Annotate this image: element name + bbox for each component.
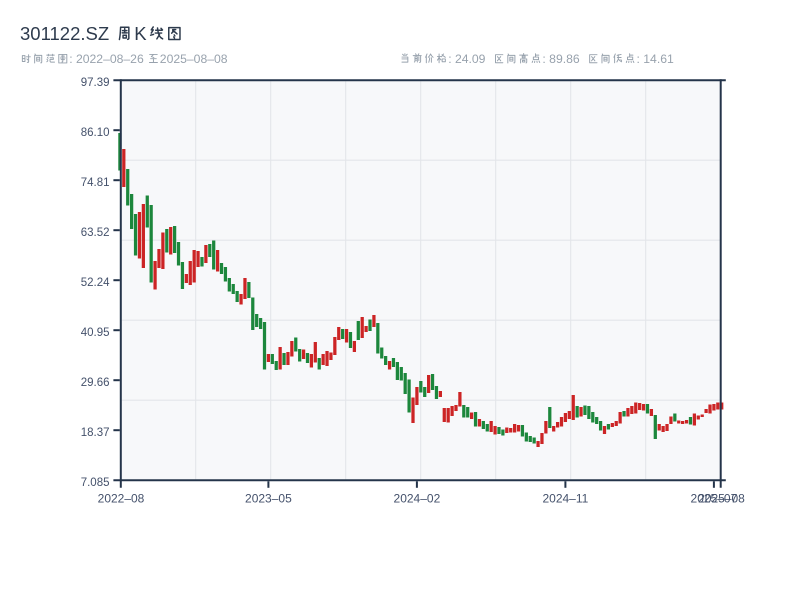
svg-text:2025–08: 2025–08 [698,491,745,505]
svg-text:: 14.61: : 14.61 [637,52,674,66]
svg-text:2023–05: 2023–05 [245,491,292,505]
svg-text:97.39: 97.39 [81,77,110,89]
svg-text:86.10: 86.10 [81,127,110,139]
svg-text:: 24.09: : 24.09 [448,52,485,66]
svg-text:52.24: 52.24 [81,277,110,289]
svg-text:2025–08–08: 2025–08–08 [160,52,228,66]
svg-text:18.37: 18.37 [81,427,110,439]
svg-text:40.95: 40.95 [81,327,110,339]
svg-text:: 2022–08–26: : 2022–08–26 [69,52,144,66]
svg-text:301122.SZ: 301122.SZ [20,23,109,44]
svg-text:K: K [134,23,147,44]
svg-text:2022–08: 2022–08 [98,491,145,505]
svg-text:74.81: 74.81 [81,177,110,189]
svg-text:2025–07: 2025–07 [691,491,738,505]
svg-text:29.66: 29.66 [81,377,110,389]
svg-text:2024–02: 2024–02 [394,491,441,505]
svg-text:2024–11: 2024–11 [542,491,588,505]
svg-text:: 89.86: : 89.86 [542,52,579,66]
svg-text:7.085: 7.085 [81,477,110,489]
svg-text:63.52: 63.52 [81,227,110,239]
